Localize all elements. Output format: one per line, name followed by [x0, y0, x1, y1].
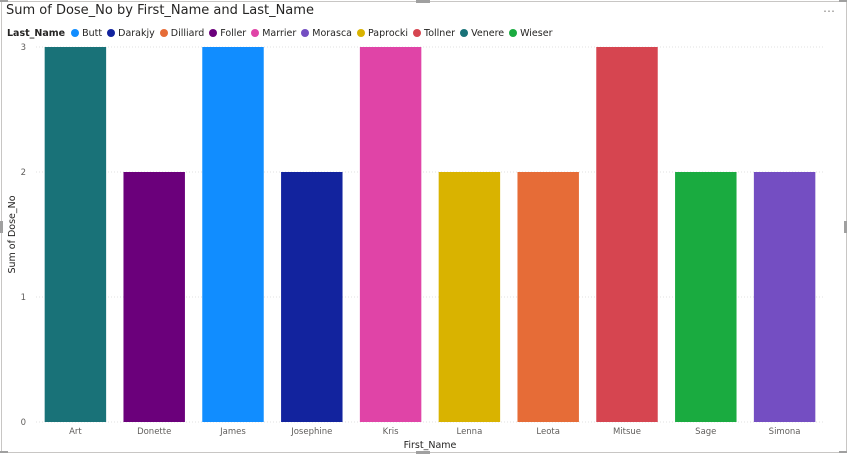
legend-marker-icon	[509, 29, 518, 37]
x-tick-label: James	[219, 427, 246, 437]
x-axis-title: First_Name	[404, 440, 457, 451]
x-tick-label: Art	[69, 427, 82, 437]
legend-label: Wieser	[520, 27, 553, 39]
legend-item-morasca[interactable]: Morasca	[301, 28, 352, 39]
y-tick-label: 2	[21, 168, 26, 178]
more-options-icon[interactable]: ⋯	[823, 4, 836, 18]
resize-handle-left[interactable]	[0, 221, 3, 233]
legend-marker-icon	[71, 29, 80, 37]
x-tick-label: Leota	[536, 427, 560, 437]
legend-marker-icon	[107, 29, 116, 37]
bar-leota[interactable]	[517, 172, 579, 422]
y-tick-label: 1	[21, 293, 26, 303]
x-tick-label: Mitsue	[613, 427, 641, 437]
resize-handle-bottom-right[interactable]	[839, 451, 847, 453]
legend-item-darakjy[interactable]: Darakjy	[107, 28, 155, 39]
x-tick-label: Sage	[695, 427, 716, 437]
legend-label: Butt	[82, 27, 103, 39]
y-axis-title: Sum of Dose_No	[7, 195, 18, 273]
resize-handle-bottom[interactable]	[416, 451, 430, 454]
legend-marker-icon	[251, 29, 260, 37]
bar-lenna[interactable]	[438, 172, 501, 422]
legend-marker-icon	[460, 29, 469, 37]
legend-label: Darakjy	[118, 27, 155, 39]
bar-art[interactable]	[44, 47, 107, 422]
legend-item-paprocki[interactable]: Paprocki	[357, 28, 408, 39]
resize-handle-bottom-left[interactable]	[0, 451, 8, 453]
legend-marker-icon	[301, 29, 310, 37]
legend: Last_Name Butt Darakjy Dilliard Foller Marri…	[7, 26, 557, 40]
bar-james[interactable]	[202, 47, 264, 422]
legend-label: Dilliard	[170, 27, 205, 39]
bar-simona[interactable]	[753, 172, 816, 422]
legend-label: Venere	[471, 27, 505, 39]
chart-title: Sum of Dose_No by First_Name and Last_Na…	[6, 3, 314, 18]
legend-marker-icon	[159, 29, 168, 37]
legend-label: Paprocki	[368, 27, 409, 39]
x-tick-label: Lenna	[456, 427, 482, 437]
legend-item-butt[interactable]: Butt	[71, 28, 102, 39]
bar-kris[interactable]	[359, 47, 422, 422]
legend-item-dilliard[interactable]: Dilliard	[159, 27, 205, 39]
legend-label: Tollner	[424, 27, 456, 39]
legend-item-marrier[interactable]: Marrier	[251, 28, 296, 39]
bar-sage[interactable]	[675, 172, 737, 422]
legend-label: Marrier	[262, 27, 297, 39]
legend-label: Foller	[220, 27, 247, 39]
legend-title: Last_Name	[7, 27, 66, 39]
resize-handle-top-right[interactable]	[839, 0, 847, 2]
bar-josephine[interactable]	[281, 172, 343, 422]
legend-item-wieser[interactable]: Wieser	[509, 28, 552, 39]
legend-item-foller[interactable]: Foller	[209, 28, 246, 39]
resize-handle-right[interactable]	[844, 221, 847, 233]
resize-handle-top[interactable]	[416, 0, 430, 3]
legend-label: Morasca	[312, 27, 352, 39]
legend-item-venere[interactable]: Venere	[460, 28, 504, 39]
bar-donette[interactable]	[123, 172, 185, 422]
resize-handle-top-left[interactable]	[0, 0, 8, 2]
x-tick-label: Kris	[383, 427, 399, 437]
legend-marker-icon	[209, 29, 218, 37]
y-tick-label: 0	[21, 418, 26, 428]
x-tick-label: Josephine	[290, 427, 332, 437]
legend-marker-icon	[357, 29, 365, 37]
x-tick-label: Donette	[137, 427, 171, 437]
y-tick-label: 3	[21, 43, 26, 53]
legend-marker-icon	[413, 29, 422, 37]
x-tick-label: Simona	[769, 427, 801, 437]
bar-mitsue[interactable]	[596, 47, 658, 422]
legend-item-tollner[interactable]: Tollner	[413, 28, 455, 39]
